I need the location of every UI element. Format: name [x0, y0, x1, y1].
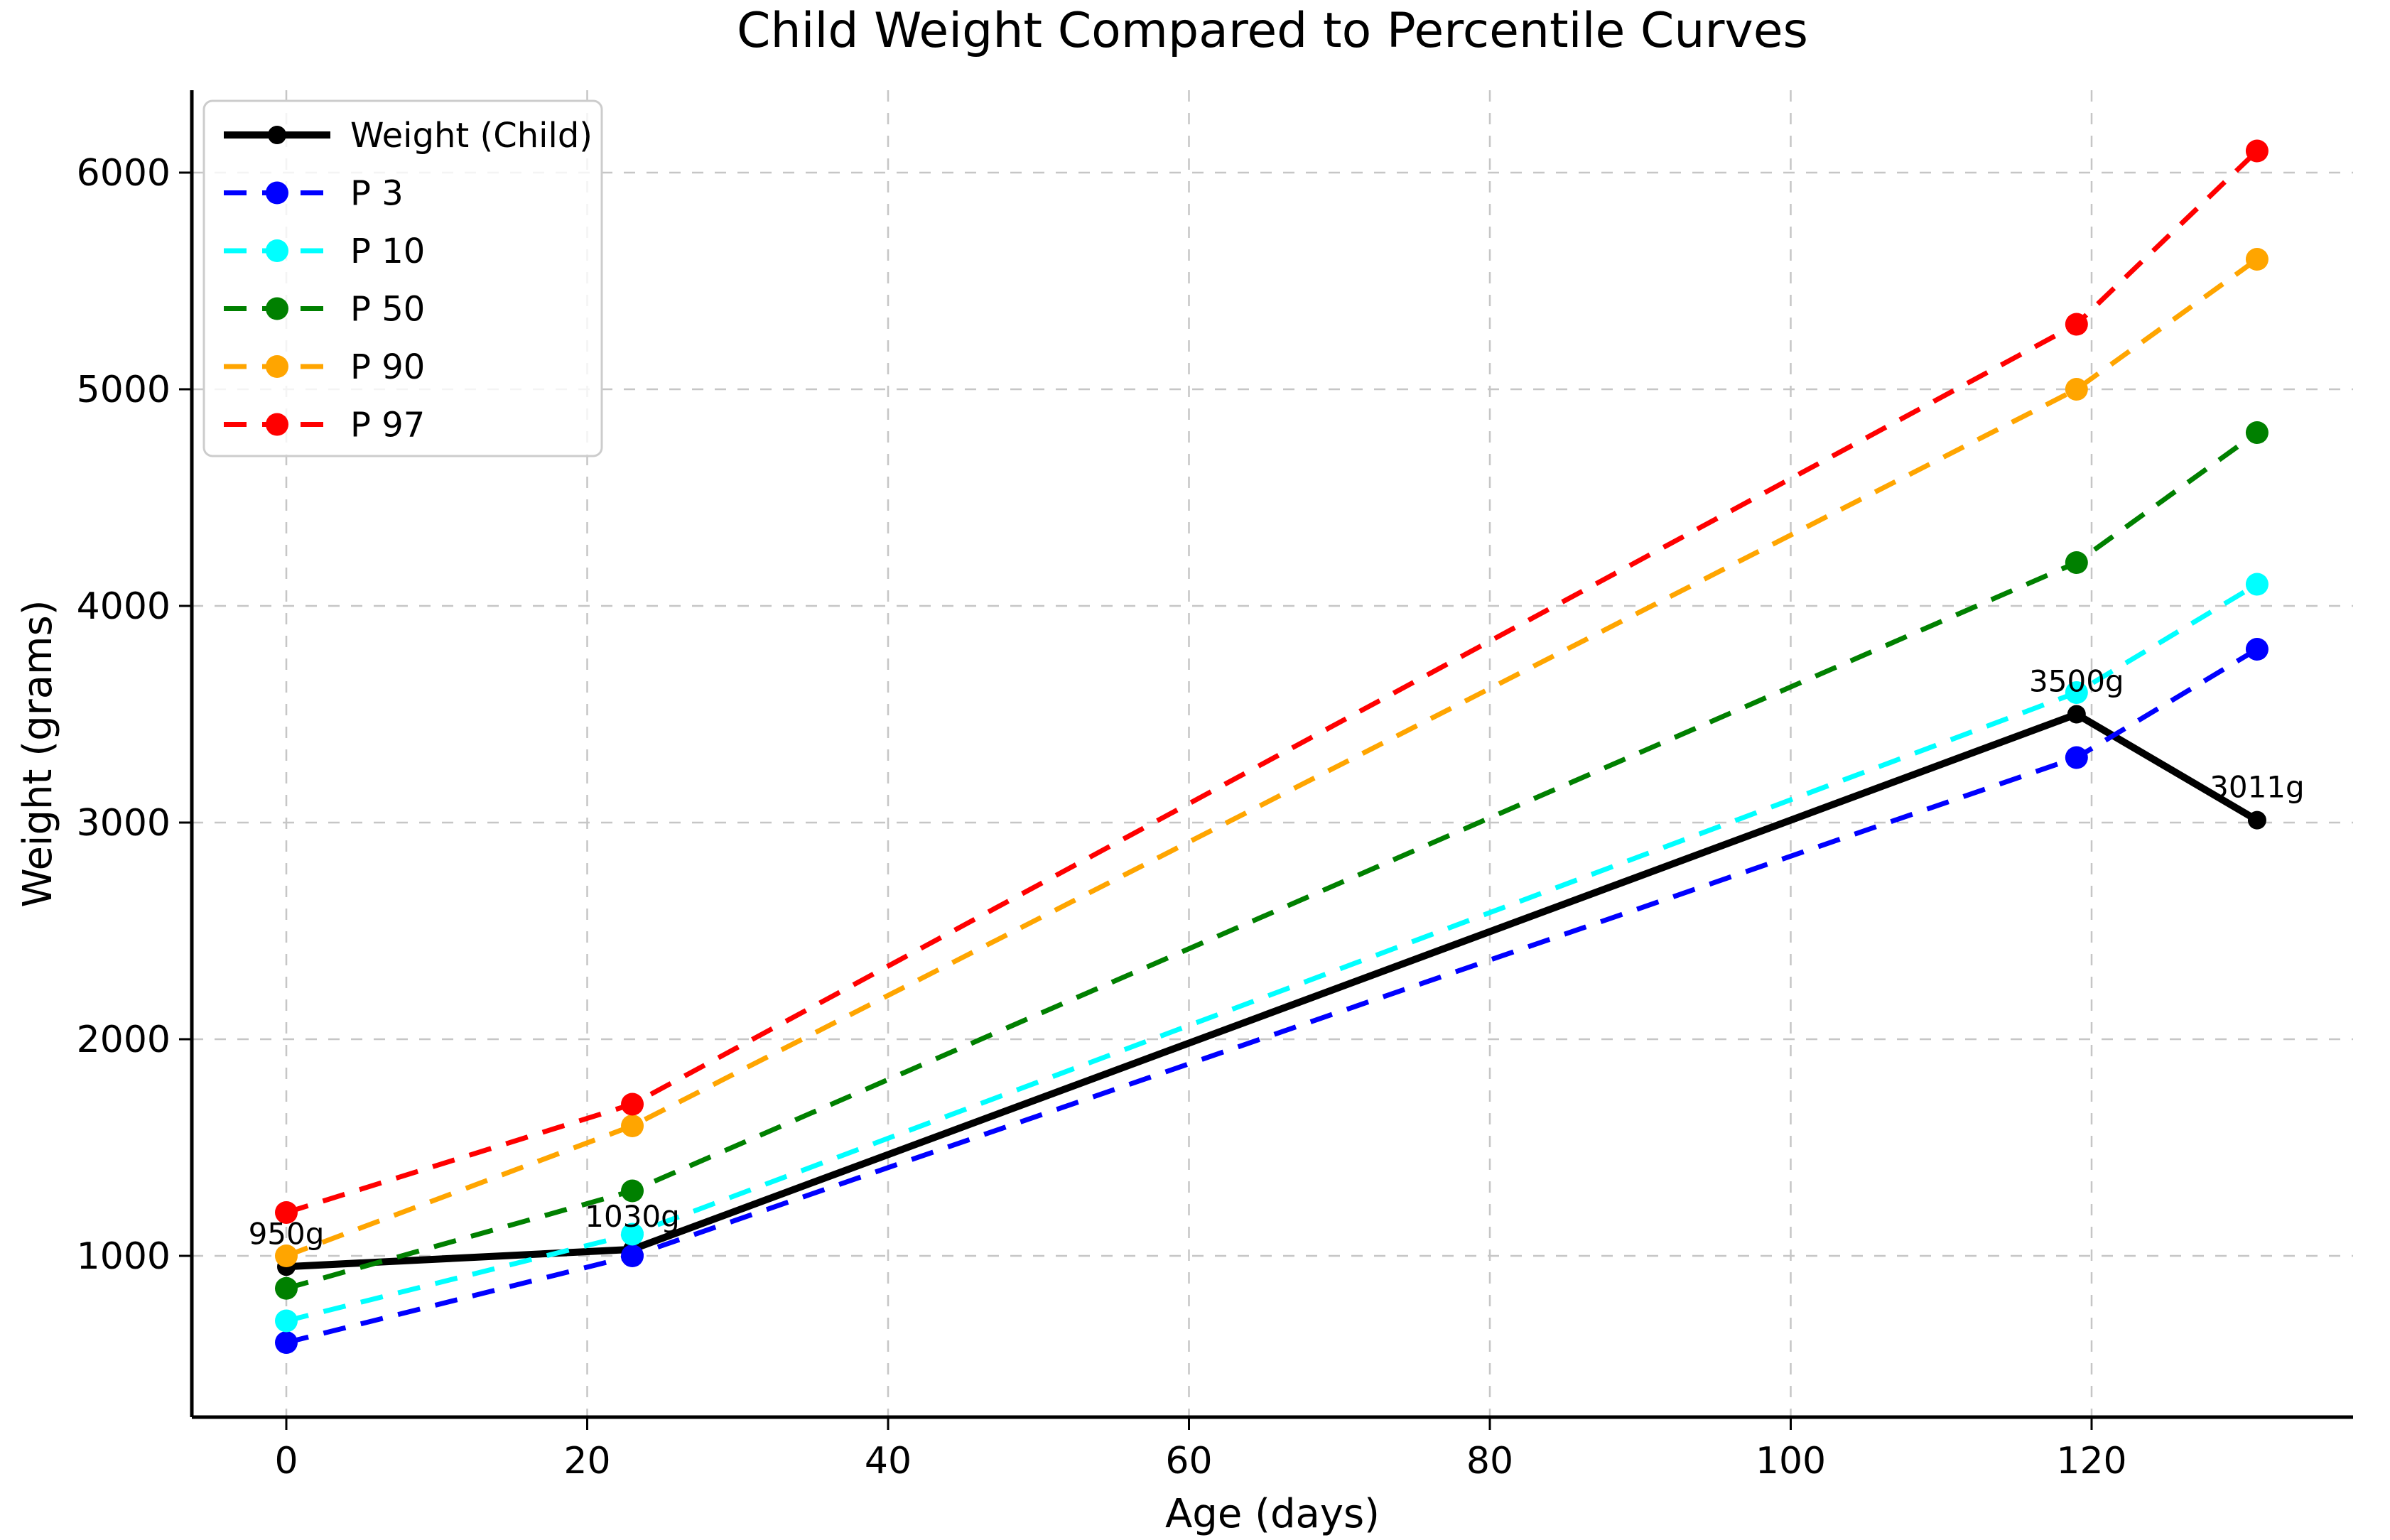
legend-label: P 90: [350, 347, 425, 387]
series-line: [286, 710, 2259, 1271]
legend-sample-marker: [266, 239, 288, 262]
legend-item: P 10: [224, 232, 425, 271]
series-line: [286, 646, 2259, 1345]
y-tick-label: 5000: [77, 369, 171, 411]
legend-item: P 90: [224, 347, 425, 387]
y-tick-label: 1000: [77, 1235, 171, 1278]
series-p-50: [275, 421, 2269, 1300]
series-line: [286, 430, 2259, 1291]
data-point: [275, 1201, 298, 1224]
data-point: [621, 1092, 644, 1116]
data-point: [2247, 810, 2266, 830]
data-point: [2245, 248, 2269, 271]
legend: Weight (Child) P 3 P 10 P 50 P 90 P 97: [202, 99, 603, 457]
legend-sample-marker: [266, 181, 288, 205]
data-point: [275, 1309, 298, 1333]
series-p-90: [275, 248, 2269, 1267]
data-point: [2245, 638, 2269, 661]
axes: 0 20 40 60 80 100 120 1000 2000 3000 4000 5000 6000: [77, 90, 2353, 1482]
legend-item: P 97: [224, 406, 425, 445]
grid: [192, 90, 2353, 1417]
data-point: [2065, 681, 2088, 704]
series-p-10: [275, 573, 2269, 1333]
data-point: [2067, 705, 2086, 724]
series-p-97: [275, 139, 2269, 1224]
y-axis-label: Weight (grams): [15, 600, 61, 907]
point-annotation: 3011g: [2210, 770, 2305, 805]
x-tick-label: 120: [2056, 1440, 2126, 1482]
data-point: [2245, 139, 2269, 163]
legend-sample-marker: [266, 413, 288, 436]
y-tick-label: 4000: [77, 585, 171, 628]
series-p-3: [275, 638, 2269, 1354]
legend-sample-marker: [266, 355, 288, 378]
series-line: [286, 582, 2259, 1323]
legend-label: Weight (Child): [350, 116, 593, 156]
x-axis-label: Age (days): [1165, 1491, 1380, 1537]
data-point: [621, 1245, 644, 1267]
chart-title: Child Weight Compared to Percentile Curv…: [737, 3, 1808, 59]
data-point: [621, 1115, 644, 1137]
x-tick-label: 80: [1466, 1440, 1513, 1482]
data-point: [275, 1331, 298, 1354]
x-tick-label: 0: [274, 1440, 298, 1482]
legend-sample-marker: [268, 126, 286, 144]
data-point: [621, 1179, 644, 1203]
annotations: 950g 1030g 3500g 3011g: [249, 664, 2305, 1252]
data-point: [2065, 378, 2088, 401]
data-point: [2245, 421, 2269, 444]
legend-item: P 3: [224, 174, 404, 214]
y-tick-label: 2000: [77, 1019, 171, 1061]
data-point: [2245, 573, 2269, 596]
legend-label: P 97: [350, 406, 425, 445]
point-annotation: 1030g: [585, 1199, 680, 1234]
data-point: [275, 1276, 298, 1300]
data-point: [2065, 313, 2088, 336]
data-point: [2065, 551, 2088, 574]
x-tick-label: 40: [865, 1440, 912, 1482]
point-annotation: 950g: [249, 1216, 325, 1251]
legend-label: P 10: [350, 232, 425, 271]
data-point: [621, 1222, 644, 1246]
series-group: [275, 139, 2269, 1354]
data-point: [275, 1245, 298, 1267]
legend-item: Weight (Child): [224, 116, 593, 156]
legend-label: P 3: [350, 174, 404, 214]
series-weight-child-: [277, 705, 2266, 1276]
y-tick-label: 6000: [77, 152, 171, 195]
x-tick-label: 100: [1756, 1440, 1826, 1482]
data-point: [2065, 746, 2088, 769]
legend-sample-marker: [266, 297, 288, 320]
x-tick-label: 60: [1165, 1440, 1212, 1482]
series-line: [285, 148, 2259, 1215]
legend-label: P 50: [350, 290, 425, 330]
y-tick-label: 3000: [77, 802, 171, 845]
legend-item: P 50: [224, 290, 425, 330]
point-annotation: 3500g: [2029, 664, 2124, 699]
x-tick-label: 20: [563, 1440, 610, 1482]
